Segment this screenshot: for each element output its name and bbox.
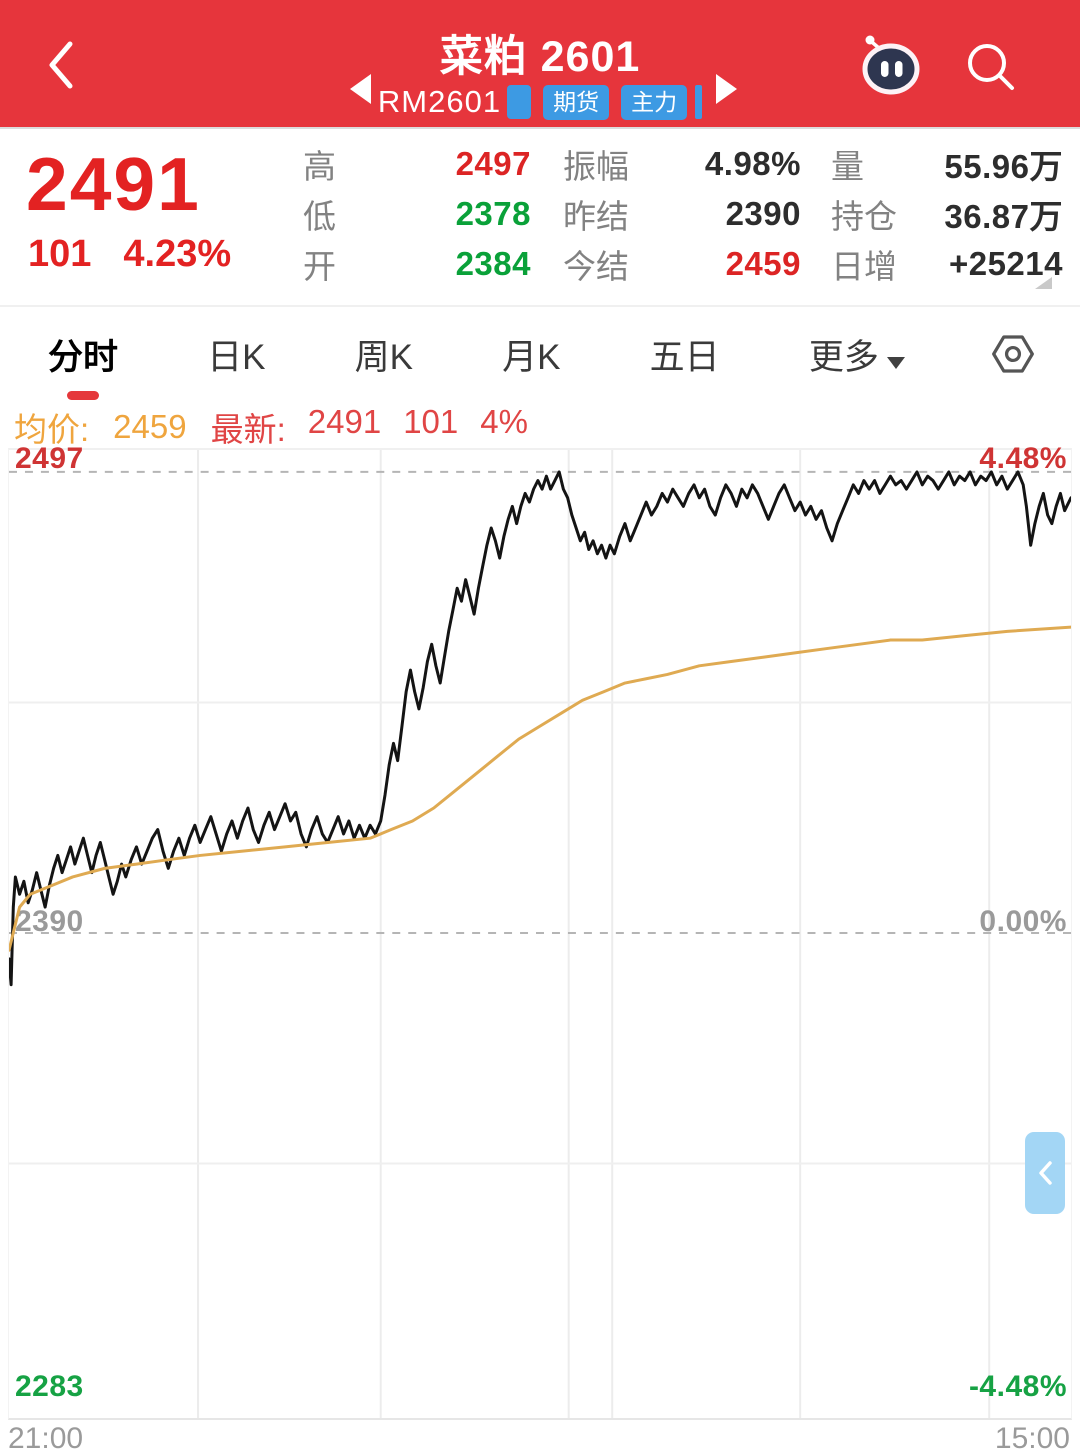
prev-contract-button[interactable]: [350, 74, 371, 104]
chevron-left-icon: [1039, 1161, 1052, 1185]
change-percent: 4.23%: [123, 233, 232, 275]
avg-price-value: 2459: [113, 408, 187, 445]
stat-column-1: 高 2497 低 2378 开 2384: [303, 139, 531, 289]
contract-code: RM2601: [377, 84, 502, 119]
stats-divider: [0, 305, 1080, 307]
stat-low: 低 2378: [303, 195, 531, 235]
stat-open: 开 2384: [303, 245, 531, 285]
chart-settings-button[interactable]: [990, 331, 1036, 377]
quote-panel: 2491 101 4.23% 高 2497 低 2378 开 2384 振幅 4…: [0, 129, 1080, 305]
tab-monthly-k[interactable]: 月K: [502, 337, 561, 377]
latest-change: 101: [403, 403, 459, 440]
stat-daily-increase: 日增 +25214: [831, 245, 1063, 285]
latest-value: 2491: [307, 403, 382, 440]
time-start: 21:00: [8, 1422, 84, 1455]
minute-chart[interactable]: 2497 4.48% 2390 0.00% 2283 -4.48%: [8, 444, 1072, 1420]
main-contract-badge: 主力: [621, 84, 688, 120]
avg-price-label: 均价:: [14, 411, 90, 448]
latest-label: 最新:: [210, 411, 286, 448]
chart-series: [9, 470, 1071, 987]
y-tick-low-price: 2283: [15, 1370, 84, 1403]
header-divider: [0, 127, 1080, 129]
back-button[interactable]: [46, 40, 76, 90]
time-axis: 21:00 15:00: [8, 1422, 1070, 1455]
period-tabbar: 分时 日K 周K 月K 五日 更多: [0, 307, 1080, 401]
futures-badge: 期货: [543, 84, 610, 120]
stat-column-3: 量 55.96万 持仓 36.87万 日增 +25214: [831, 139, 1063, 289]
settings-icon: [992, 335, 1034, 373]
y-tick-high-percent: 4.48%: [979, 442, 1067, 475]
stat-high: 高 2497: [303, 145, 531, 185]
page-title: 菜粕 2601: [439, 33, 641, 81]
search-icon: [968, 44, 1014, 90]
tab-minute[interactable]: 分时: [44, 313, 122, 396]
back-icon: [49, 41, 73, 89]
ai-assistant-button[interactable]: [856, 30, 922, 96]
badge-fragment: [695, 85, 703, 119]
stat-prev-settle: 昨结 2390: [563, 195, 801, 235]
stat-column-2: 振幅 4.98% 昨结 2390 今结 2459: [563, 139, 801, 289]
y-tick-base-price: 2390: [15, 905, 84, 938]
search-button[interactable]: [962, 38, 1020, 96]
last-price: 2491: [26, 142, 201, 226]
chart-grid: [9, 450, 1071, 1418]
chevron-down-icon: [886, 356, 905, 369]
app-header: 菜粕 2601 RM2601 期货 主力: [0, 0, 1080, 127]
expand-indicator[interactable]: [1035, 277, 1052, 289]
subtitle-row: RM2601 期货 主力: [0, 84, 1080, 120]
time-end: 15:00: [994, 1422, 1070, 1455]
stat-today-settle: 今结 2459: [563, 245, 801, 285]
latest-price-group: 最新: 2491 101 4%: [211, 403, 528, 451]
tab-daily-k[interactable]: 日K: [207, 337, 266, 377]
chart-meta-row: 均价: 2459 最新: 2491 101 4%: [14, 403, 528, 451]
stat-volume: 量 55.96万: [831, 148, 1063, 185]
tab-weekly-k[interactable]: 周K: [354, 337, 414, 377]
next-contract-button[interactable]: [716, 74, 737, 104]
y-tick-zero-percent: 0.00%: [979, 905, 1067, 938]
stat-amplitude: 振幅 4.98%: [563, 145, 801, 185]
collapse-panel-button[interactable]: [1025, 1132, 1065, 1214]
change-value: 101: [28, 233, 92, 275]
badge-fragment: [507, 85, 532, 119]
y-tick-low-percent: -4.48%: [968, 1370, 1067, 1403]
stat-open-interest: 持仓 36.87万: [831, 198, 1063, 235]
tab-more[interactable]: 更多: [805, 313, 909, 396]
price-change-row: 101 4.23%: [28, 233, 231, 276]
latest-percent: 4%: [480, 403, 528, 440]
tab-five-day[interactable]: 五日: [649, 337, 720, 377]
robot-icon: [862, 35, 920, 95]
y-tick-high-price: 2497: [15, 442, 84, 475]
